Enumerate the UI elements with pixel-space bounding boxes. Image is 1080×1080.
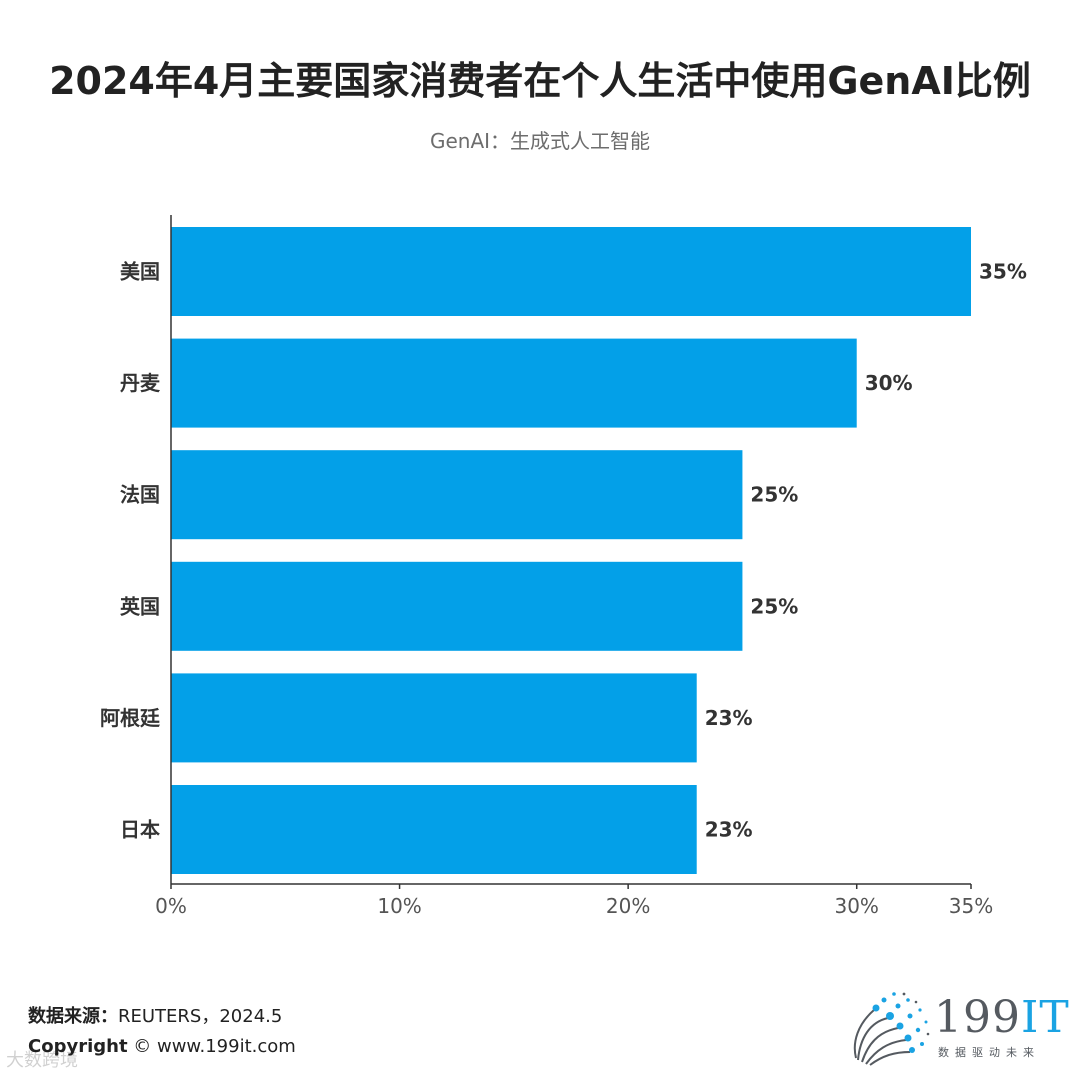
data-label-4: 23% xyxy=(705,706,753,730)
source-label: 数据来源： xyxy=(28,1006,118,1027)
dandelion-logo-icon xyxy=(853,992,930,1066)
brand-logo: 199IT 数据驱动未来 xyxy=(848,988,1069,1068)
category-label-4: 阿根廷 xyxy=(100,706,161,730)
bars-group xyxy=(171,227,971,874)
x-tick-label-3: 30% xyxy=(834,894,878,918)
data-label-2: 25% xyxy=(750,483,798,507)
x-tick-label-4: 35% xyxy=(949,894,993,918)
axes-group xyxy=(170,215,972,889)
x-tick-label-2: 20% xyxy=(606,894,650,918)
watermark: 大数跨境 xyxy=(6,1050,78,1071)
copyright-label: Copyright xyxy=(28,1036,128,1057)
bar-4 xyxy=(171,673,697,763)
category-label-0: 美国 xyxy=(120,260,160,284)
bar-0 xyxy=(171,227,971,316)
logo-name-accent: IT xyxy=(1020,992,1070,1043)
category-label-5: 日本 xyxy=(120,818,160,842)
logo-wordmark: 199IT xyxy=(934,992,1070,1043)
copyright-value: © www.199it.com xyxy=(127,1036,296,1057)
chart-subtitle: GenAI：生成式人工智能 xyxy=(429,129,651,153)
category-label-1: 丹麦 xyxy=(120,371,161,395)
logo-name: 199 xyxy=(934,992,1021,1043)
copyright-note: Copyright © www.199it.com xyxy=(28,1036,296,1057)
logo-tagline: 数据驱动未来 xyxy=(938,1046,1040,1059)
data-label-5: 23% xyxy=(705,818,753,842)
category-label-2: 法国 xyxy=(120,483,160,507)
source-note: 数据来源：REUTERS，2024.5 xyxy=(28,1002,282,1028)
category-label-3: 英国 xyxy=(120,594,160,618)
data-label-3: 25% xyxy=(750,594,798,618)
chart-title: 2024年4月主要国家消费者在个人生活中使用GenAI比例 xyxy=(49,59,1031,103)
source-value: REUTERS，2024.5 xyxy=(118,1006,283,1027)
bar-3 xyxy=(171,561,743,651)
bar-1 xyxy=(171,338,857,428)
bar-2 xyxy=(171,450,743,540)
x-tick-label-1: 10% xyxy=(377,894,421,918)
data-label-1: 30% xyxy=(865,371,913,395)
bar-5 xyxy=(171,785,697,874)
data-label-0: 35% xyxy=(979,260,1027,284)
x-tick-label-0: 0% xyxy=(155,894,187,918)
labels-group: 美国 35% 丹麦 30% 法国 25% 英国 25% 阿根廷 23% 日本 23% 0% 10% 20% 3… xyxy=(100,260,1027,919)
